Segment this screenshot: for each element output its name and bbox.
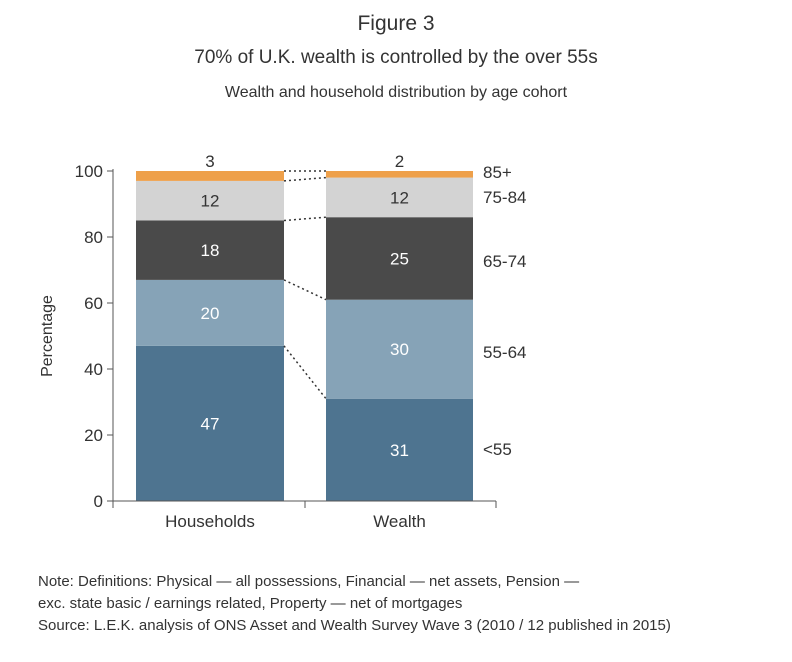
connector-line-2: [283, 216, 327, 222]
x-tick-label-wealth: Wealth: [373, 512, 426, 531]
legend-label-4: 85+: [483, 163, 512, 182]
note-line-1: Note: Definitions: Physical — all posses…: [38, 573, 580, 590]
bar-segment-households-4: [136, 171, 284, 181]
connector-line-0: [283, 345, 327, 400]
chart-notes: Note: Definitions: Physical — all posses…: [38, 571, 671, 637]
chart-title: 70% of U.K. wealth is controlled by the …: [194, 47, 598, 68]
connector-line-3: [283, 176, 327, 182]
note-line-2: exc. state basic / earnings related, Pro…: [38, 595, 463, 612]
bar-segment-households-3: [136, 180, 284, 221]
legend-label-3: 75-84: [483, 188, 526, 207]
bar-segment-households-1: [136, 279, 284, 346]
data-label-households-0: 47: [201, 414, 220, 433]
bar-segment-wealth-4: [326, 171, 473, 178]
data-label-wealth-1: 30: [390, 340, 409, 359]
data-label-households-1: 20: [201, 304, 220, 323]
figure-label: Figure 3: [357, 12, 435, 35]
connector-line-1: [283, 279, 327, 301]
legend-label-1: 55-64: [483, 343, 526, 362]
data-label-wealth-2: 25: [390, 249, 409, 268]
bar-segment-wealth-0: [326, 398, 473, 501]
chart-subtitle: Wealth and household distribution by age…: [224, 84, 568, 101]
data-label-households-3: 12: [201, 192, 220, 211]
y-tick-label-20: 20: [84, 426, 103, 445]
y-axis-label: Percentage: [39, 295, 56, 377]
y-tick-label-80: 80: [84, 228, 103, 247]
legend-label-2: 65-74: [483, 252, 526, 271]
bar-segment-wealth-2: [326, 217, 473, 300]
data-label-households-4: 3: [205, 152, 214, 171]
legend-label-0: <55: [483, 440, 512, 459]
y-tick-label-40: 40: [84, 360, 103, 379]
data-label-wealth-0: 31: [390, 441, 409, 460]
bar-segment-wealth-1: [326, 299, 473, 399]
bar-segment-households-0: [136, 345, 284, 501]
bar-segment-households-2: [136, 220, 284, 280]
source-line: Source: L.E.K. analysis of ONS Asset and…: [38, 617, 671, 634]
x-tick-label-households: Households: [165, 512, 255, 531]
y-tick-label-100: 100: [75, 162, 103, 181]
y-tick-label-0: 0: [94, 492, 103, 511]
data-label-wealth-4: 2: [395, 152, 404, 171]
y-tick-label-60: 60: [84, 294, 103, 313]
data-label-wealth-3: 12: [390, 188, 409, 207]
data-label-households-2: 18: [201, 241, 220, 260]
bar-segment-wealth-3: [326, 177, 473, 218]
stacked-bar-chart: 472018123313025122020406080100Percentage…: [39, 152, 526, 531]
